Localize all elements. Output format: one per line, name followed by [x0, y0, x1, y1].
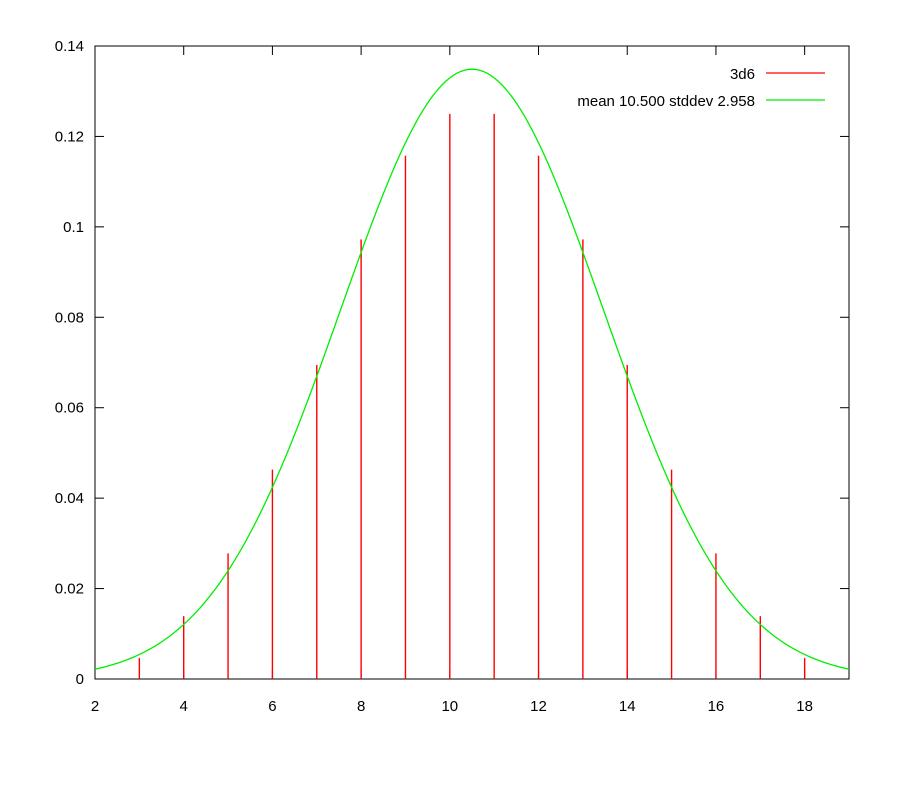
x-tick-label: 6	[268, 698, 276, 715]
y-tick-label: 0.08	[55, 309, 84, 326]
x-tick-label: 10	[441, 698, 458, 715]
x-tick-label: 12	[530, 698, 547, 715]
y-tick-label: 0.12	[55, 128, 84, 145]
x-tick-label: 16	[708, 698, 725, 715]
x-tick-label: 2	[91, 698, 99, 715]
x-tick-label: 8	[357, 698, 365, 715]
y-tick-label: 0.06	[55, 400, 84, 417]
x-axis: 2 4 6 8 10 12 14 16 18	[91, 46, 813, 715]
x-tick-label: 18	[796, 698, 813, 715]
plot-frame	[94, 45, 850, 680]
legend-label-normal-curve: mean 10.500 stddev 2.958	[577, 93, 755, 110]
series-normal-curve	[94, 68, 850, 670]
y-tick-label: 0	[76, 671, 84, 688]
legend: 3d6 mean 10.500 stddev 2.958	[577, 66, 825, 110]
x-tick-label: 14	[619, 698, 636, 715]
y-tick-label: 0.1	[63, 219, 84, 236]
y-axis: 0 0.02 0.04 0.06 0.08 0.1 0.12 0.14	[55, 38, 849, 688]
series-3d6	[138, 113, 806, 679]
plot-border	[94, 45, 850, 680]
legend-label-3d6: 3d6	[730, 66, 755, 83]
normal-curve-line	[94, 68, 850, 670]
y-tick-label: 0.04	[55, 490, 84, 507]
y-tick-label: 0.02	[55, 581, 84, 598]
y-tick-label: 0.14	[55, 38, 84, 55]
x-tick-label: 4	[180, 698, 188, 715]
